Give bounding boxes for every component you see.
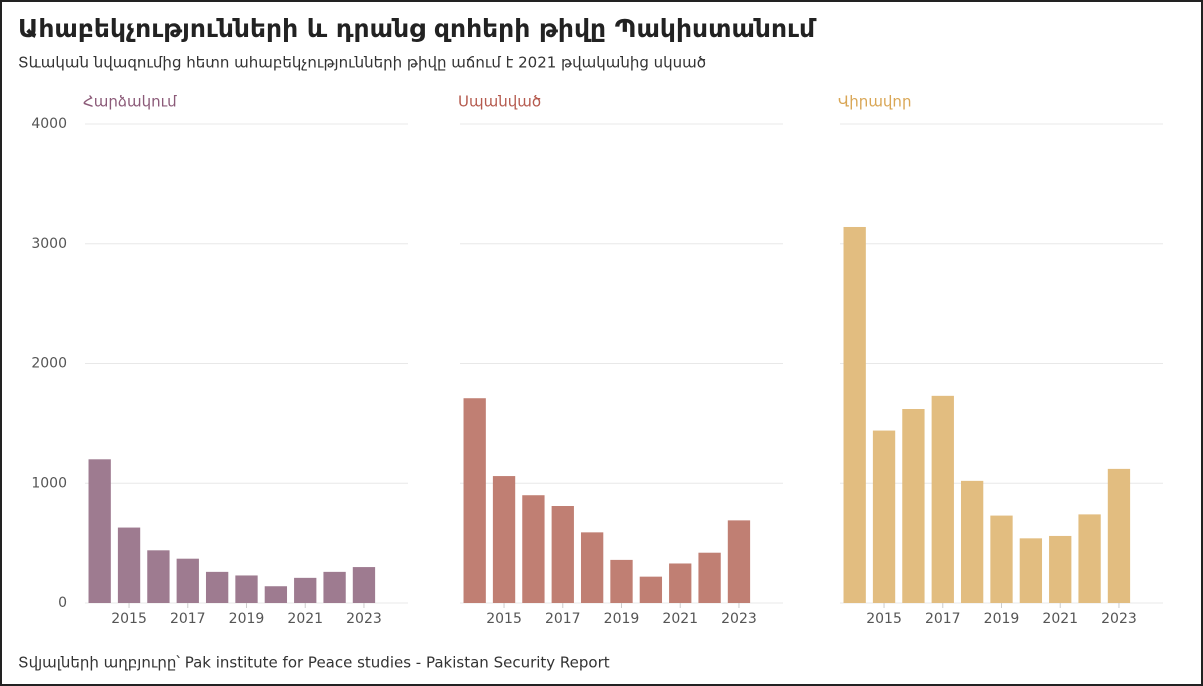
chart-title: Ահաբեկչությունների և դրանց զոհերի թիվը Պ…	[18, 14, 817, 43]
x-tick-label: 2015	[111, 611, 147, 627]
x-tick-label: 2019	[604, 611, 640, 627]
y-tick-label: 1000	[31, 475, 67, 491]
x-tick-label: 2023	[346, 611, 382, 627]
bar	[902, 409, 925, 603]
x-tick-label: 2015	[866, 611, 902, 627]
bar	[323, 571, 346, 603]
bar	[1107, 468, 1131, 603]
x-tick-label: 2015	[486, 611, 522, 627]
x-tick-label: 2023	[1101, 611, 1137, 627]
bar	[872, 430, 896, 603]
bar	[176, 558, 199, 603]
panel-title: Հարձակում	[83, 93, 177, 111]
bar	[1049, 535, 1072, 603]
bar	[492, 476, 516, 603]
y-tick-label: 3000	[31, 236, 67, 252]
bar	[551, 506, 574, 603]
bar	[294, 577, 317, 603]
bar	[522, 495, 545, 603]
chart-subtitle: Տևական նվազումից հետո ահաբեկչությունների…	[18, 54, 706, 72]
bar	[117, 527, 141, 603]
x-tick-label: 2019	[229, 611, 265, 627]
bar	[960, 480, 984, 603]
y-tick-label: 0	[58, 595, 67, 611]
bar	[610, 559, 633, 603]
y-tick-label: 2000	[31, 356, 67, 372]
bar	[580, 532, 604, 603]
bar	[698, 552, 721, 603]
bar	[352, 567, 376, 603]
x-tick-label: 2017	[925, 611, 961, 627]
bar	[1019, 538, 1043, 603]
x-tick-label: 2021	[662, 611, 698, 627]
bar	[88, 459, 111, 603]
bar	[931, 395, 954, 603]
panel-title: Վիրավոր	[838, 93, 911, 111]
x-tick-label: 2021	[1042, 611, 1078, 627]
bar	[639, 576, 663, 603]
x-tick-label: 2021	[287, 611, 323, 627]
bar	[235, 575, 258, 603]
x-tick-label: 2023	[721, 611, 757, 627]
bar	[727, 520, 751, 603]
x-tick-label: 2017	[170, 611, 206, 627]
y-tick-label: 4000	[31, 116, 67, 132]
x-tick-label: 2019	[984, 611, 1020, 627]
bar	[843, 226, 866, 604]
x-tick-label: 2017	[545, 611, 581, 627]
bar	[463, 398, 486, 603]
bar	[264, 586, 288, 603]
bar	[669, 563, 692, 603]
panel-title: Սպանված	[458, 93, 541, 111]
source-note: Տվյալների աղբյուրը՝ Pak institute for Pe…	[18, 654, 610, 672]
bar	[1078, 514, 1101, 603]
bar	[147, 550, 170, 603]
bar	[205, 571, 229, 603]
bar	[990, 515, 1013, 603]
